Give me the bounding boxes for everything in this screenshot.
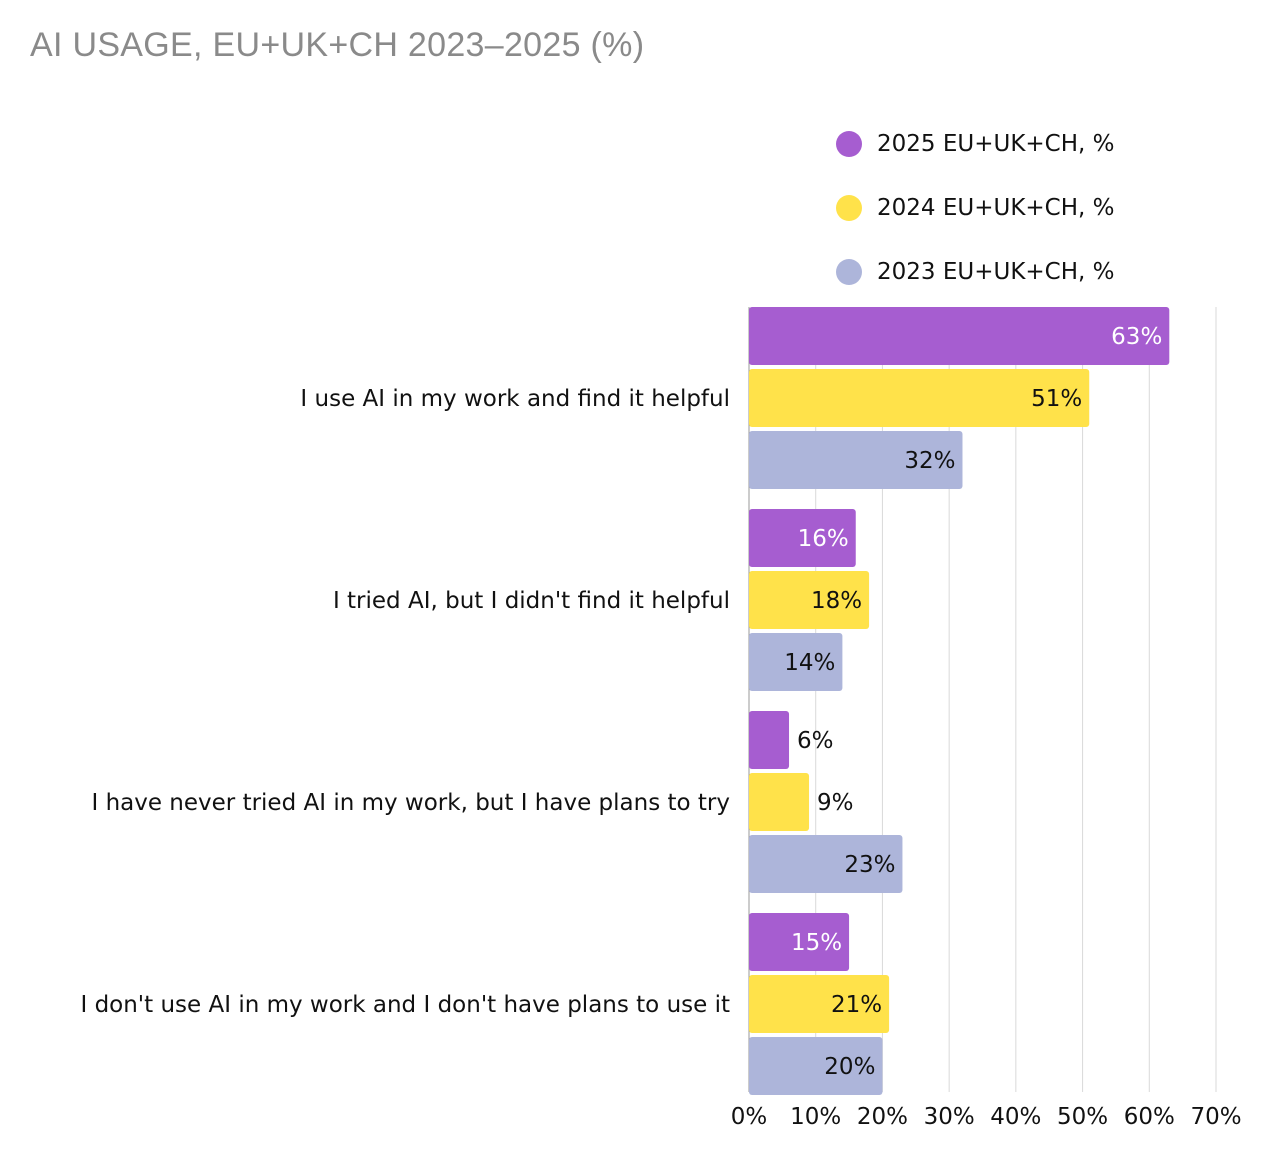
bar-1-series-3 [749,431,963,489]
x-tick-label-0: 0% [731,1104,768,1130]
bar-label-1-series-2: 51% [1031,386,1082,412]
legend-swatch-2025 [836,131,862,157]
bars [749,307,1170,1095]
legend-label-2024: 2024 EU+UK+CH, % [877,195,1115,221]
bar-3-series-2 [749,773,810,831]
bar-3-series-1 [749,711,790,769]
legend: 2025 EU+UK+CH, % 2024 EU+UK+CH, % 2023 E… [836,112,1115,304]
x-axis: 0% 10% 20% 30% 40% 50% 60% 70% [731,1104,1242,1130]
bar-label-2-series-3: 14% [784,650,835,676]
bar-4-series-2 [749,975,890,1033]
bar-label-1-series-1: 63% [1111,324,1162,350]
bar-label-3-series-1: 6% [797,728,834,754]
bar-label-4-series-3: 20% [824,1054,875,1080]
bar-1-series-1 [749,307,1170,365]
bar-label-4-series-1: 15% [791,930,842,956]
x-tick-label-60: 60% [1124,1104,1175,1130]
category-label-1: I use AI in my work and find it helpful [300,386,730,412]
legend-swatch-2023 [836,259,862,285]
category-label-3: I have never tried AI in my work, but I … [91,790,730,816]
bar-labels: 63% 51% 32% 16% 18% 14% 6% 9% 23% 15% 21% 20% [784,324,1162,1080]
legend-item-2025: 2025 EU+UK+CH, % [836,112,1115,176]
bar-label-3-series-3: 23% [844,852,895,878]
x-tick-label-20: 20% [857,1104,908,1130]
legend-item-2024: 2024 EU+UK+CH, % [836,176,1115,240]
legend-item-2023: 2023 EU+UK+CH, % [836,240,1115,304]
legend-label-2025: 2025 EU+UK+CH, % [877,131,1115,157]
x-tick-label-10: 10% [790,1104,841,1130]
bar-1-series-2 [749,369,1090,427]
category-label-2: I tried AI, but I didn't find it helpful [333,588,730,614]
x-tick-label-30: 30% [924,1104,975,1130]
bar-3-series-3 [749,835,903,893]
bar-label-2-series-1: 16% [798,526,849,552]
x-tick-label-70: 70% [1190,1104,1241,1130]
bar-2-series-1 [749,509,856,567]
bar-2-series-2 [749,571,870,629]
bar-label-3-series-2: 9% [817,790,854,816]
bar-label-2-series-2: 18% [811,588,862,614]
x-tick-label-40: 40% [990,1104,1041,1130]
category-labels: I use AI in my work and find it helpful I… [80,386,730,1018]
bar-label-4-series-2: 21% [831,992,882,1018]
bar-2-series-3 [749,633,843,691]
category-label-4: I don't use AI in my work and I don't ha… [80,992,730,1018]
bar-4-series-1 [749,913,850,971]
legend-label-2023: 2023 EU+UK+CH, % [877,259,1115,285]
x-tick-label-50: 50% [1057,1104,1108,1130]
bar-4-series-3 [749,1037,883,1095]
chart-title: AI USAGE, EU+UK+CH 2023–2025 (%) [30,26,645,64]
legend-swatch-2024 [836,195,862,221]
bar-label-1-series-3: 32% [904,448,955,474]
